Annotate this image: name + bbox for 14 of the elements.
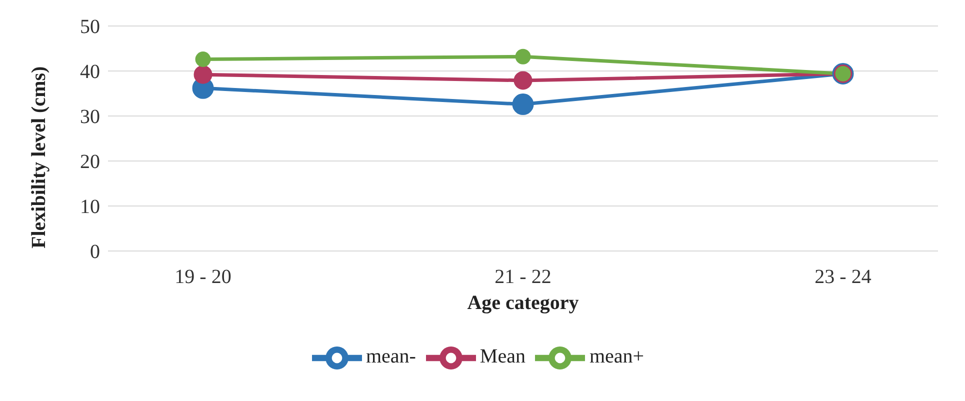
x-tick-label: 23 - 24 <box>814 266 872 288</box>
x-axis-title: Age category <box>467 292 579 314</box>
legend-label: Mean <box>480 346 526 368</box>
y-axis-title: Flexibility level (cms) <box>28 66 50 248</box>
y-tick-label: 0 <box>90 241 100 264</box>
x-tick-label: 21 - 22 <box>494 266 552 288</box>
y-tick-label: 50 <box>80 16 100 38</box>
legend-label: mean+ <box>589 346 644 368</box>
y-tick-label: 30 <box>80 106 100 128</box>
legend-label: mean- <box>366 346 416 368</box>
x-tick-label: 19 - 20 <box>174 266 232 288</box>
y-tick-label: 20 <box>80 151 100 174</box>
y-tick-label: 40 <box>80 61 100 84</box>
y-tick-label: 10 <box>80 196 100 218</box>
